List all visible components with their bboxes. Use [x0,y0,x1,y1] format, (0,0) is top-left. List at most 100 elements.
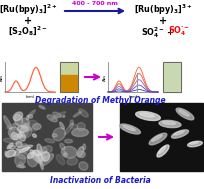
Ellipse shape [52,112,61,117]
Ellipse shape [77,122,85,131]
Ellipse shape [16,145,33,150]
Text: $\mathbf{[Ru(bpy)_3]^{2+}}$: $\mathbf{[Ru(bpy)_3]^{2+}}$ [0,3,57,17]
Ellipse shape [17,126,28,132]
Text: $\mathbf{SO_4^{\bullet -}}$: $\mathbf{SO_4^{\bullet -}}$ [167,25,189,39]
Text: $\mathbf{SO_4^{2-}+\ }$: $\mathbf{SO_4^{2-}+\ }$ [140,25,173,40]
Text: Inactivation of Bacteria: Inactivation of Bacteria [49,176,150,185]
Ellipse shape [43,146,52,154]
Ellipse shape [64,139,72,143]
Text: (nm): (nm) [25,95,34,99]
Ellipse shape [9,145,15,149]
Ellipse shape [69,124,78,129]
Ellipse shape [17,165,25,168]
Ellipse shape [175,108,193,120]
Ellipse shape [14,114,22,126]
Ellipse shape [16,141,22,147]
Ellipse shape [4,116,12,130]
Ellipse shape [28,153,31,156]
Ellipse shape [122,125,135,131]
Bar [60,62,78,92]
Ellipse shape [59,122,64,129]
Ellipse shape [39,105,45,109]
Bar [60,62,78,92]
Ellipse shape [19,147,30,153]
Ellipse shape [28,110,35,117]
Ellipse shape [5,151,9,157]
Ellipse shape [51,112,65,119]
Ellipse shape [6,150,16,157]
Ellipse shape [162,122,175,125]
Ellipse shape [70,120,73,125]
Ellipse shape [173,131,183,135]
Ellipse shape [22,144,28,153]
Text: $\mathbf{[S_2O_8]^{2-}}$: $\mathbf{[S_2O_8]^{2-}}$ [8,25,48,38]
Ellipse shape [31,150,45,162]
Text: $\mathbf{+}$: $\mathbf{+}$ [158,15,167,26]
Ellipse shape [10,123,16,137]
Ellipse shape [61,146,77,158]
Ellipse shape [78,151,85,157]
Ellipse shape [41,152,49,161]
Ellipse shape [187,141,201,147]
Ellipse shape [64,123,73,135]
Ellipse shape [63,151,66,155]
Ellipse shape [15,154,25,166]
Ellipse shape [7,123,18,129]
Ellipse shape [3,138,21,144]
Ellipse shape [63,153,67,156]
Text: $\mathbf{+}$: $\mathbf{+}$ [23,15,32,26]
Ellipse shape [27,152,34,158]
Ellipse shape [32,134,36,137]
Ellipse shape [47,115,57,122]
Bar [2,103,92,171]
Ellipse shape [178,110,188,116]
Ellipse shape [189,142,197,144]
Bar [162,62,180,92]
Ellipse shape [32,123,41,130]
Ellipse shape [40,146,47,153]
Bar [162,62,180,92]
Ellipse shape [56,155,64,165]
Ellipse shape [33,150,41,156]
Ellipse shape [67,158,77,165]
Text: Degradation of Methyl Orange: Degradation of Methyl Orange [34,96,164,105]
Ellipse shape [158,146,165,153]
Ellipse shape [11,132,18,139]
Ellipse shape [156,145,168,157]
Ellipse shape [14,150,20,156]
Ellipse shape [151,135,161,141]
Ellipse shape [52,128,65,141]
Ellipse shape [40,162,43,170]
Ellipse shape [8,127,21,140]
Text: Abs: Abs [102,74,106,81]
Ellipse shape [13,112,22,121]
Ellipse shape [27,120,38,131]
Ellipse shape [18,132,25,141]
Ellipse shape [19,162,24,168]
Ellipse shape [78,109,88,117]
Text: $\mathbf{[Ru(bpy)_3]^{3+}}$: $\mathbf{[Ru(bpy)_3]^{3+}}$ [133,3,191,17]
Ellipse shape [71,129,88,136]
Bar [119,103,202,171]
Ellipse shape [63,116,64,117]
Text: 400 - 700 nm: 400 - 700 nm [72,1,117,6]
Ellipse shape [7,143,13,149]
Text: (nm): (nm) [128,95,137,99]
Ellipse shape [28,115,33,118]
Ellipse shape [21,124,28,129]
Ellipse shape [83,144,85,150]
Ellipse shape [30,150,41,164]
Ellipse shape [135,112,160,121]
Ellipse shape [20,123,30,138]
Ellipse shape [27,116,29,120]
Ellipse shape [60,143,65,150]
Ellipse shape [79,162,88,170]
Ellipse shape [35,154,43,161]
Ellipse shape [77,147,83,157]
Ellipse shape [40,154,53,166]
Text: Abs: Abs [0,74,3,81]
Ellipse shape [27,156,37,167]
Ellipse shape [18,153,28,159]
Ellipse shape [158,120,180,128]
Ellipse shape [139,113,154,117]
